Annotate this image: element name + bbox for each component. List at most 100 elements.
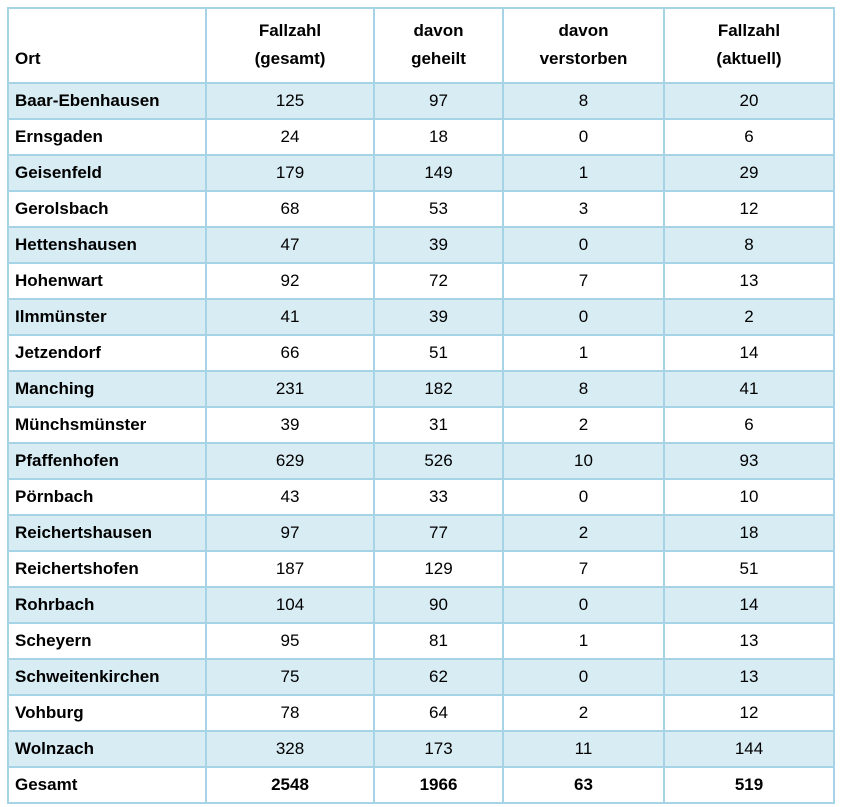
column-header-ort: Ort bbox=[7, 7, 207, 84]
davon-verstorben-cell: 7 bbox=[502, 550, 665, 588]
davon-verstorben-cell: 8 bbox=[502, 370, 665, 408]
fallzahl-aktuell-cell: 13 bbox=[663, 622, 835, 660]
fallzahl-gesamt-cell: 43 bbox=[205, 478, 375, 516]
fallzahl-gesamt-cell: 66 bbox=[205, 334, 375, 372]
ort-cell: Hohenwart bbox=[7, 262, 207, 300]
fallzahl-gesamt-cell: 97 bbox=[205, 514, 375, 552]
fallzahl-aktuell-cell: 29 bbox=[663, 154, 835, 192]
table-row: Wolnzach 328 173 11 144 bbox=[7, 730, 835, 768]
fallzahl-aktuell-cell: 13 bbox=[663, 658, 835, 696]
ort-cell: Scheyern bbox=[7, 622, 207, 660]
total-aktuell-cell: 519 bbox=[663, 766, 835, 804]
fallzahl-gesamt-cell: 328 bbox=[205, 730, 375, 768]
ort-cell: Reichertshofen bbox=[7, 550, 207, 588]
davon-verstorben-cell: 7 bbox=[502, 262, 665, 300]
fallzahl-gesamt-cell: 47 bbox=[205, 226, 375, 264]
table-row: Schweitenkirchen 75 62 0 13 bbox=[7, 658, 835, 696]
fallzahl-gesamt-cell: 39 bbox=[205, 406, 375, 444]
fallzahl-gesamt-cell: 231 bbox=[205, 370, 375, 408]
header-label-line: Fallzahl bbox=[717, 21, 781, 40]
davon-verstorben-cell: 2 bbox=[502, 694, 665, 732]
fallzahl-aktuell-cell: 18 bbox=[663, 514, 835, 552]
header-label-line: geheilt bbox=[411, 49, 466, 68]
table-row: Hohenwart 92 72 7 13 bbox=[7, 262, 835, 300]
table-row: Vohburg 78 64 2 12 bbox=[7, 694, 835, 732]
header-label-line: Fallzahl bbox=[258, 21, 322, 40]
davon-verstorben-cell: 10 bbox=[502, 442, 665, 480]
fallzahl-aktuell-cell: 51 bbox=[663, 550, 835, 588]
column-header-fallzahl-gesamt: Fallzahl (gesamt) bbox=[205, 7, 375, 84]
davon-geheilt-cell: 39 bbox=[373, 298, 504, 336]
fallzahl-gesamt-cell: 629 bbox=[205, 442, 375, 480]
fallzahl-gesamt-cell: 68 bbox=[205, 190, 375, 228]
davon-geheilt-cell: 18 bbox=[373, 118, 504, 156]
total-gesamt-cell: 2548 bbox=[205, 766, 375, 804]
table-row: Geisenfeld 179 149 1 29 bbox=[7, 154, 835, 192]
fallzahl-aktuell-cell: 8 bbox=[663, 226, 835, 264]
table-body: Baar-Ebenhausen 125 97 8 20 Ernsgaden 24… bbox=[7, 82, 835, 768]
fallzahl-gesamt-cell: 125 bbox=[205, 82, 375, 120]
header-row: Ort Fallzahl (gesamt) davon geheilt davo… bbox=[7, 7, 835, 84]
davon-geheilt-cell: 77 bbox=[373, 514, 504, 552]
davon-geheilt-cell: 90 bbox=[373, 586, 504, 624]
fallzahl-gesamt-cell: 75 bbox=[205, 658, 375, 696]
davon-geheilt-cell: 182 bbox=[373, 370, 504, 408]
ort-cell: Gerolsbach bbox=[7, 190, 207, 228]
table-row: Ernsgaden 24 18 0 6 bbox=[7, 118, 835, 156]
column-header-fallzahl-aktuell: Fallzahl (aktuell) bbox=[663, 7, 835, 84]
table-row: Rohrbach 104 90 0 14 bbox=[7, 586, 835, 624]
davon-verstorben-cell: 0 bbox=[502, 586, 665, 624]
cases-table-container: Ort Fallzahl (gesamt) davon geheilt davo… bbox=[7, 7, 835, 804]
davon-geheilt-cell: 173 bbox=[373, 730, 504, 768]
fallzahl-aktuell-cell: 14 bbox=[663, 334, 835, 372]
ort-cell: Hettenshausen bbox=[7, 226, 207, 264]
table-footer: Gesamt 2548 1966 63 519 bbox=[7, 766, 835, 804]
table-row: Ilmmünster 41 39 0 2 bbox=[7, 298, 835, 336]
davon-geheilt-cell: 39 bbox=[373, 226, 504, 264]
davon-verstorben-cell: 11 bbox=[502, 730, 665, 768]
fallzahl-gesamt-cell: 104 bbox=[205, 586, 375, 624]
total-label-cell: Gesamt bbox=[7, 766, 207, 804]
table-row: Pfaffenhofen 629 526 10 93 bbox=[7, 442, 835, 480]
davon-verstorben-cell: 0 bbox=[502, 478, 665, 516]
table-row: Scheyern 95 81 1 13 bbox=[7, 622, 835, 660]
fallzahl-gesamt-cell: 179 bbox=[205, 154, 375, 192]
davon-geheilt-cell: 97 bbox=[373, 82, 504, 120]
fallzahl-aktuell-cell: 41 bbox=[663, 370, 835, 408]
table-row: Gerolsbach 68 53 3 12 bbox=[7, 190, 835, 228]
davon-verstorben-cell: 2 bbox=[502, 514, 665, 552]
fallzahl-aktuell-cell: 12 bbox=[663, 694, 835, 732]
davon-geheilt-cell: 62 bbox=[373, 658, 504, 696]
fallzahl-aktuell-cell: 20 bbox=[663, 82, 835, 120]
ort-cell: Reichertshausen bbox=[7, 514, 207, 552]
ort-cell: Schweitenkirchen bbox=[7, 658, 207, 696]
davon-verstorben-cell: 8 bbox=[502, 82, 665, 120]
fallzahl-aktuell-cell: 10 bbox=[663, 478, 835, 516]
fallzahl-gesamt-cell: 41 bbox=[205, 298, 375, 336]
ort-cell: Vohburg bbox=[7, 694, 207, 732]
ort-cell: Pörnbach bbox=[7, 478, 207, 516]
fallzahl-aktuell-cell: 2 bbox=[663, 298, 835, 336]
table-header: Ort Fallzahl (gesamt) davon geheilt davo… bbox=[7, 7, 835, 84]
total-verstorben-cell: 63 bbox=[502, 766, 665, 804]
davon-geheilt-cell: 64 bbox=[373, 694, 504, 732]
davon-geheilt-cell: 72 bbox=[373, 262, 504, 300]
ort-cell: Ernsgaden bbox=[7, 118, 207, 156]
davon-geheilt-cell: 81 bbox=[373, 622, 504, 660]
table-row: Manching 231 182 8 41 bbox=[7, 370, 835, 408]
ort-cell: Ilmmünster bbox=[7, 298, 207, 336]
davon-geheilt-cell: 53 bbox=[373, 190, 504, 228]
ort-cell: Baar-Ebenhausen bbox=[7, 82, 207, 120]
davon-verstorben-cell: 1 bbox=[502, 622, 665, 660]
davon-geheilt-cell: 31 bbox=[373, 406, 504, 444]
ort-cell: Wolnzach bbox=[7, 730, 207, 768]
davon-geheilt-cell: 129 bbox=[373, 550, 504, 588]
davon-verstorben-cell: 0 bbox=[502, 118, 665, 156]
fallzahl-aktuell-cell: 6 bbox=[663, 118, 835, 156]
ort-cell: Münchsmünster bbox=[7, 406, 207, 444]
header-label-line: verstorben bbox=[539, 49, 628, 68]
table-row: Pörnbach 43 33 0 10 bbox=[7, 478, 835, 516]
davon-verstorben-cell: 1 bbox=[502, 154, 665, 192]
fallzahl-aktuell-cell: 6 bbox=[663, 406, 835, 444]
table-row: Baar-Ebenhausen 125 97 8 20 bbox=[7, 82, 835, 120]
